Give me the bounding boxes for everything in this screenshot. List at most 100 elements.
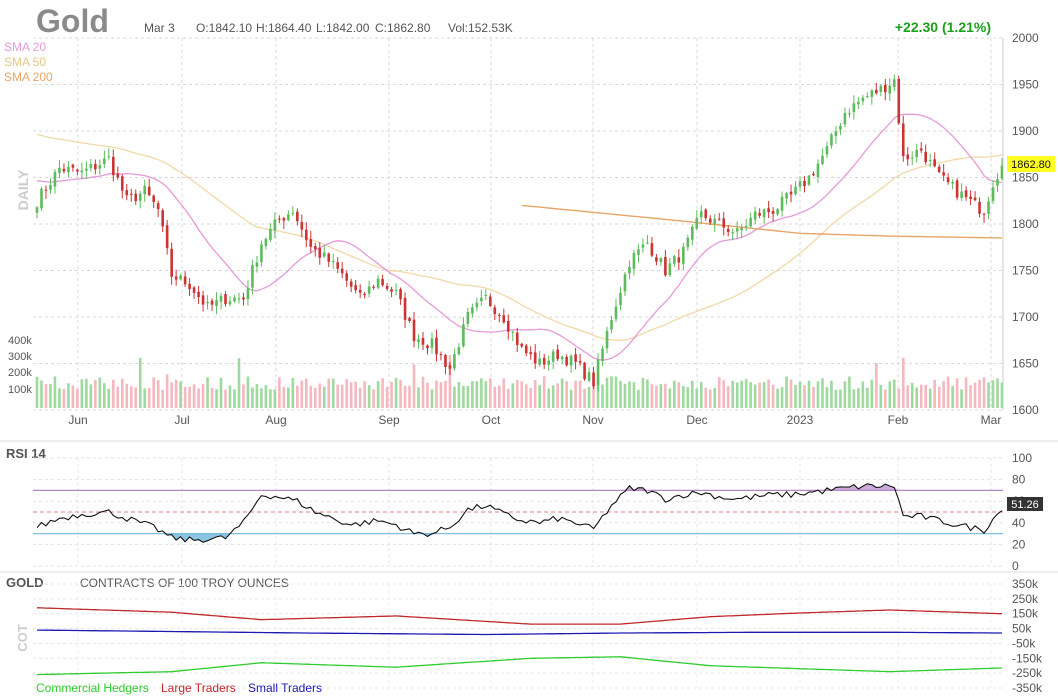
candle	[538, 358, 541, 365]
last-price-tag	[1007, 156, 1055, 172]
candle	[296, 211, 299, 222]
candle	[933, 159, 936, 167]
volume-bar	[103, 383, 106, 408]
symbol-title: Gold	[36, 3, 109, 39]
candle	[403, 297, 407, 320]
candle	[134, 193, 138, 202]
volume-bar	[637, 389, 640, 408]
candle	[210, 300, 214, 305]
volume-bar	[376, 381, 380, 408]
candle	[771, 210, 775, 214]
cot-tick-label: 250k	[1012, 592, 1039, 606]
price-tick-label: 2000	[1012, 31, 1039, 45]
volume-bar	[830, 380, 833, 408]
candle	[830, 134, 833, 146]
volume-bar	[435, 380, 438, 408]
candle	[354, 285, 357, 291]
candle	[673, 256, 676, 264]
volume-bar	[138, 357, 142, 408]
price-tick-label: 1850	[1012, 171, 1039, 185]
volume-bar	[363, 381, 366, 408]
candle	[928, 159, 932, 161]
volume-bar	[906, 385, 910, 408]
volume-bar	[44, 384, 48, 408]
quote-volume: Vol:152.53K	[448, 21, 513, 35]
volume-bar	[426, 382, 429, 408]
volume-bar	[888, 381, 892, 408]
candle	[493, 307, 497, 315]
volume-bar	[731, 381, 734, 408]
candle	[857, 101, 860, 105]
volume-bar	[794, 384, 797, 408]
volume-bar	[969, 385, 972, 408]
candle	[866, 96, 869, 98]
volume-bar	[991, 380, 995, 408]
candle	[376, 278, 380, 288]
volume-bar	[924, 384, 927, 408]
panel-label-cot: COT	[15, 624, 30, 652]
volume-bar	[933, 379, 936, 408]
price-tick-label: 1700	[1012, 310, 1039, 324]
panel-label-daily: DAILY	[15, 169, 31, 210]
candle	[49, 184, 52, 190]
candle	[556, 349, 559, 360]
quote-low: L:1842.00	[316, 21, 370, 35]
volume-bar	[605, 377, 609, 408]
candle	[399, 289, 402, 300]
candle	[964, 190, 968, 198]
candle	[179, 275, 182, 280]
candle	[578, 361, 582, 363]
volume-bar	[758, 382, 761, 408]
volume-bar	[67, 383, 70, 408]
volume-bar	[98, 377, 102, 408]
candle	[219, 295, 223, 302]
rsi-panel: RSI 14 020406080100 51.26	[6, 446, 1043, 573]
volume-bar	[852, 389, 856, 408]
volume-bar	[551, 385, 555, 408]
candle	[233, 297, 236, 302]
rsi-tick-label: 80	[1012, 473, 1026, 487]
price-panel: 1600 1650 1700 1750 1800 1850 1900 1950 2000 100…	[4, 31, 1055, 427]
volume-bar	[143, 388, 147, 408]
volume-bar	[331, 378, 335, 408]
candle	[282, 218, 286, 221]
candle	[466, 311, 470, 324]
volume-bar	[538, 385, 541, 408]
volume-bar	[533, 379, 537, 408]
candle	[385, 286, 389, 289]
volume-bar	[475, 381, 479, 408]
candle	[524, 345, 528, 354]
candle	[322, 252, 326, 257]
volume-bar	[358, 387, 362, 408]
price-tick-label: 1900	[1012, 124, 1039, 138]
volume-bar	[246, 376, 250, 408]
volume-bar	[273, 389, 277, 408]
candle	[852, 103, 856, 113]
date-tick-label: Jun	[68, 413, 87, 427]
candle	[762, 209, 766, 218]
candle	[937, 166, 941, 173]
volume-bar	[76, 388, 79, 408]
volume-bar	[668, 388, 672, 408]
volume-bar	[515, 380, 519, 408]
volume-bars	[35, 355, 1003, 408]
volume-bar	[493, 386, 497, 408]
volume-bar	[937, 386, 941, 408]
volume-bar	[156, 380, 160, 408]
candle	[619, 292, 622, 306]
candle	[731, 232, 734, 234]
candle	[677, 257, 681, 263]
volume-bar	[264, 385, 268, 408]
candle	[381, 279, 384, 286]
candle	[156, 203, 160, 210]
candle	[197, 291, 200, 298]
candle	[264, 238, 268, 246]
quote-open: O:1842.10	[196, 21, 252, 35]
date-tick-label: Oct	[482, 413, 501, 427]
volume-bar	[511, 383, 515, 408]
volume-bar	[655, 385, 658, 408]
candle	[511, 331, 515, 333]
candle	[843, 113, 847, 125]
candle	[421, 337, 425, 345]
rsi-value-tag	[1007, 497, 1043, 511]
